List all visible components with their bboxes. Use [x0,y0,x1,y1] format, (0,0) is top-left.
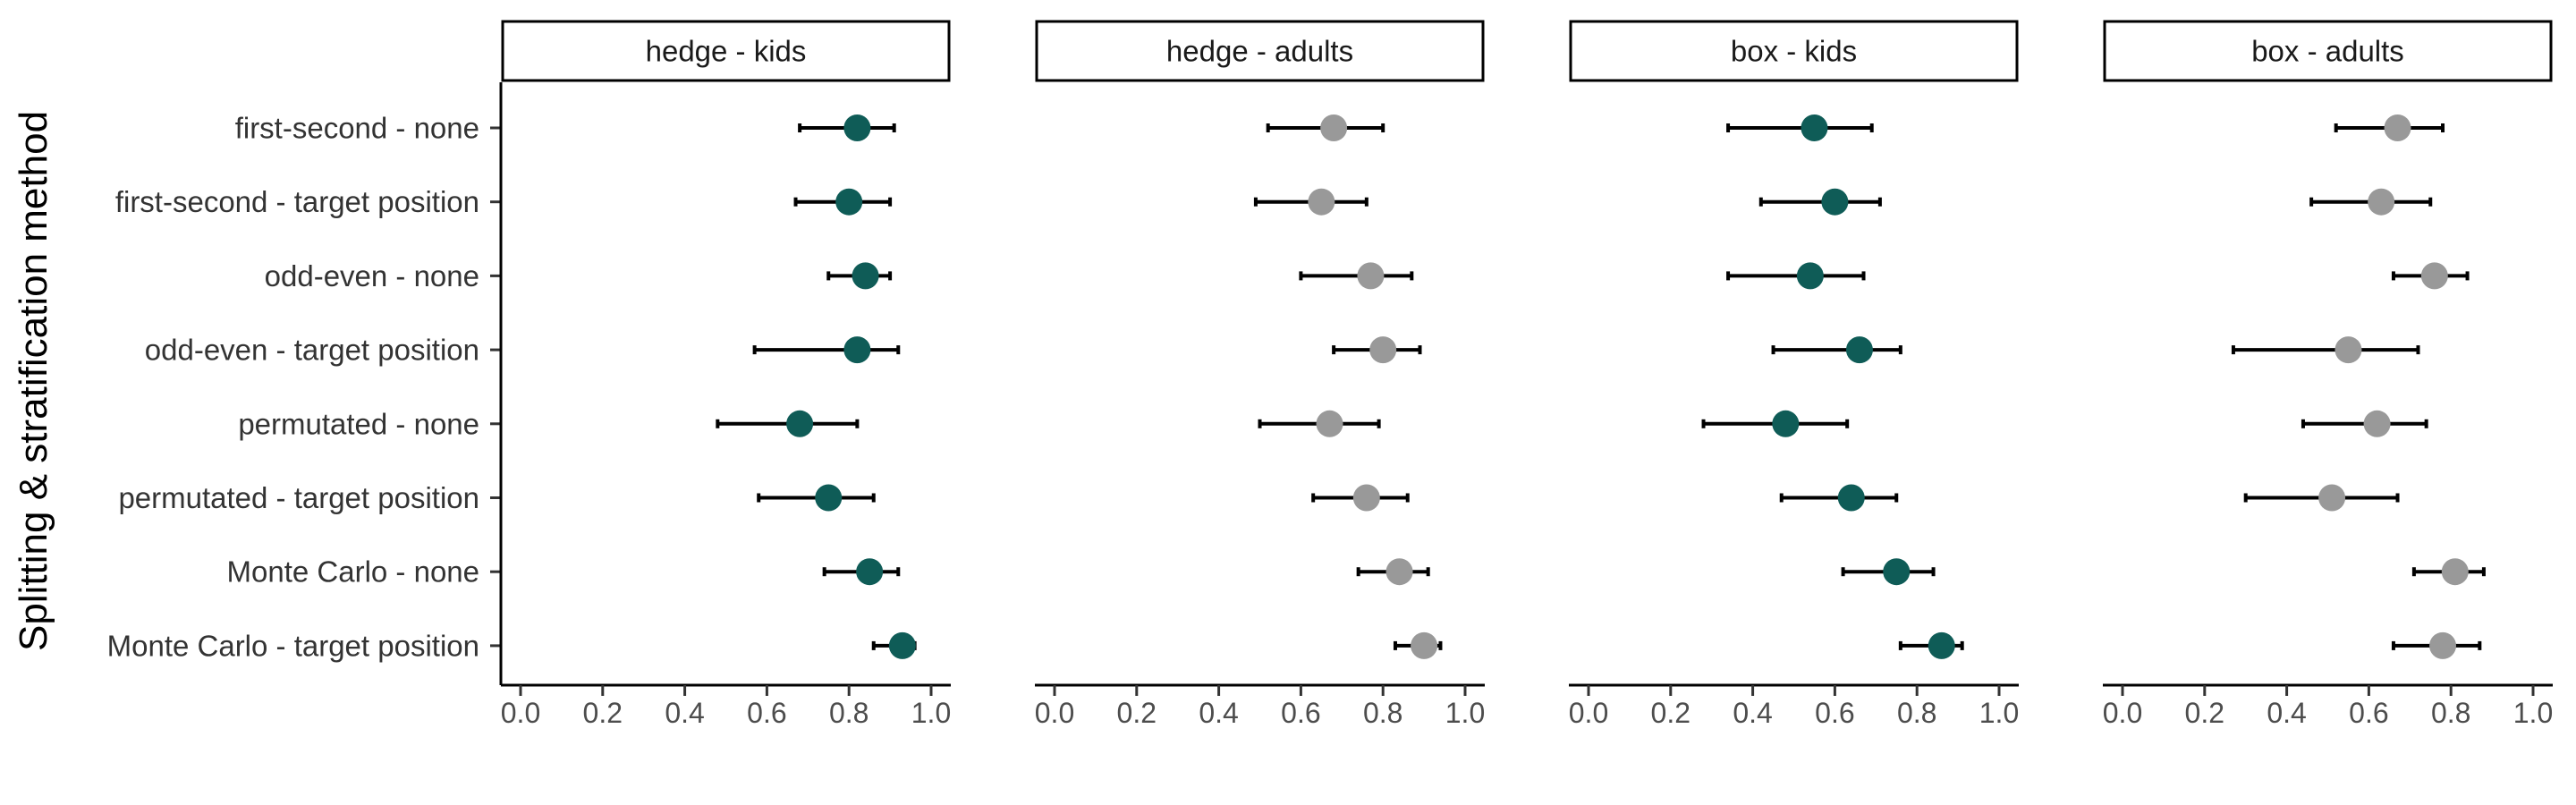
data-point-hedge-adults-monte-carlo-none [1385,558,1413,586]
data-point-hedge-kids-permutated-target-position [815,484,843,512]
x-tick-label: 0.0 [2103,697,2142,729]
category-label-first-second-target-position: first-second - target position [115,185,479,218]
x-tick-label: 0.8 [829,697,869,729]
data-point-box-adults-permutated-target-position [2318,484,2346,512]
data-point-box-kids-odd-even-target-position [1845,336,1873,364]
x-tick-label: 0.8 [2431,697,2470,729]
category-label-permutated-target-position: permutated - target position [118,481,479,514]
facet-strip-box-kids [1569,20,2019,82]
data-point-hedge-adults-first-second-none [1320,114,1348,141]
data-point-hedge-adults-monte-carlo-target-position [1411,631,1438,659]
facet-strip-box-adults [2103,20,2553,82]
data-point-box-kids-first-second-target-position [1821,188,1849,216]
data-point-hedge-kids-first-second-target-position [835,188,863,216]
x-tick-label: 0.2 [1651,697,1690,729]
facet-strip-hedge-kids [501,20,951,82]
x-tick-label: 1.0 [1979,697,2019,729]
data-point-box-adults-monte-carlo-target-position [2429,631,2457,659]
data-point-box-adults-first-second-target-position [2368,188,2395,216]
data-point-hedge-adults-permutated-target-position [1352,484,1380,512]
data-point-box-kids-monte-carlo-target-position [1928,631,1955,659]
x-tick-label: 0.4 [2267,697,2306,729]
x-tick-label: 0.2 [2185,697,2224,729]
x-tick-label: 0.8 [1897,697,1936,729]
y-axis-title: Splitting & stratification method [12,111,55,651]
x-tick-label: 1.0 [1445,697,1485,729]
data-point-box-adults-first-second-none [2384,114,2411,141]
data-point-hedge-adults-permutated-none [1316,410,1343,437]
data-point-hedge-adults-odd-even-none [1357,262,1385,290]
x-tick-label: 0.8 [1363,697,1402,729]
data-point-box-adults-permutated-none [2363,410,2391,437]
data-point-hedge-kids-odd-even-none [852,262,879,290]
facet-label-box-kids: box - kids [1731,35,1857,68]
data-point-hedge-adults-odd-even-target-position [1369,336,1397,364]
category-label-monte-carlo-target-position: Monte Carlo - target position [107,629,479,662]
x-tick-label: 0.2 [583,697,623,729]
data-point-box-adults-odd-even-target-position [2334,336,2362,364]
category-label-permutated-none: permutated - none [238,407,479,440]
data-point-hedge-kids-monte-carlo-none [856,558,884,586]
data-point-box-kids-monte-carlo-none [1883,558,1911,586]
x-tick-label: 0.6 [2349,697,2388,729]
data-point-box-kids-permutated-none [1772,410,1800,437]
facet-strip-hedge-adults [1035,20,1485,82]
x-tick-label: 1.0 [911,697,951,729]
category-label-odd-even-target-position: odd-even - target position [145,334,479,367]
x-tick-label: 0.0 [1035,697,1074,729]
category-label-odd-even-none: odd-even - none [265,259,479,292]
data-point-box-adults-monte-carlo-none [2441,558,2469,586]
x-tick-label: 0.0 [501,697,540,729]
category-label-first-second-none: first-second - none [235,112,479,145]
x-tick-label: 0.6 [1815,697,1854,729]
data-point-box-kids-odd-even-none [1796,262,1824,290]
category-label-monte-carlo-none: Monte Carlo - none [227,555,479,589]
facet-label-hedge-kids: hedge - kids [646,35,807,68]
facet-label-box-adults: box - adults [2251,35,2404,68]
data-point-hedge-kids-permutated-none [786,410,814,437]
data-point-box-adults-odd-even-none [2420,262,2448,290]
data-point-hedge-kids-odd-even-target-position [843,336,871,364]
data-point-hedge-adults-first-second-target-position [1308,188,1335,216]
x-tick-label: 0.6 [747,697,786,729]
data-point-box-kids-permutated-target-position [1837,484,1865,512]
x-tick-label: 1.0 [2513,697,2553,729]
x-tick-label: 0.2 [1117,697,1157,729]
x-tick-label: 0.4 [665,697,704,729]
data-point-hedge-kids-monte-carlo-target-position [888,631,916,659]
data-point-box-kids-first-second-none [1801,114,1828,141]
x-tick-label: 0.4 [1733,697,1772,729]
facet-label-hedge-adults: hedge - adults [1166,35,1353,68]
x-tick-label: 0.6 [1281,697,1320,729]
data-point-hedge-kids-first-second-none [843,114,871,141]
x-tick-label: 0.0 [1569,697,1608,729]
x-tick-label: 0.4 [1199,697,1238,729]
